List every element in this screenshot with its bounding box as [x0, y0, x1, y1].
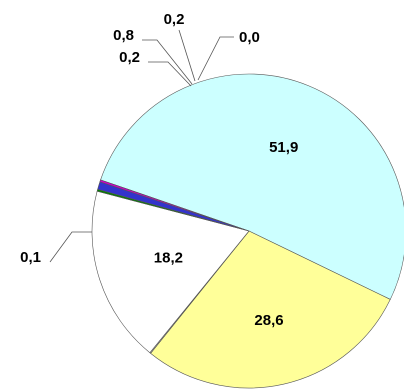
pie-slice — [150, 230, 391, 389]
pie-slice — [99, 179, 250, 232]
leader-line — [142, 39, 193, 85]
leader-line — [49, 231, 92, 263]
data-labels: 51,9 28,6 0,1 18,2 0,2 0,8 0,2 0,0 — [20, 11, 298, 329]
pie-slice — [91, 190, 250, 354]
leader-line — [197, 36, 234, 81]
leader-lines — [49, 29, 234, 263]
data-label: 0,2 — [164, 11, 185, 28]
data-label: 28,6 — [254, 312, 283, 329]
data-label: 0,1 — [20, 249, 41, 266]
data-label: 0,0 — [239, 29, 260, 46]
leader-line — [178, 29, 196, 82]
data-label: 0,8 — [113, 27, 134, 44]
pie-slice — [100, 73, 404, 300]
data-label: 0,2 — [119, 49, 140, 66]
pie-slices — [91, 73, 404, 389]
leader-line — [148, 61, 192, 87]
data-label: 18,2 — [154, 249, 183, 266]
data-label: 51,9 — [269, 139, 298, 156]
